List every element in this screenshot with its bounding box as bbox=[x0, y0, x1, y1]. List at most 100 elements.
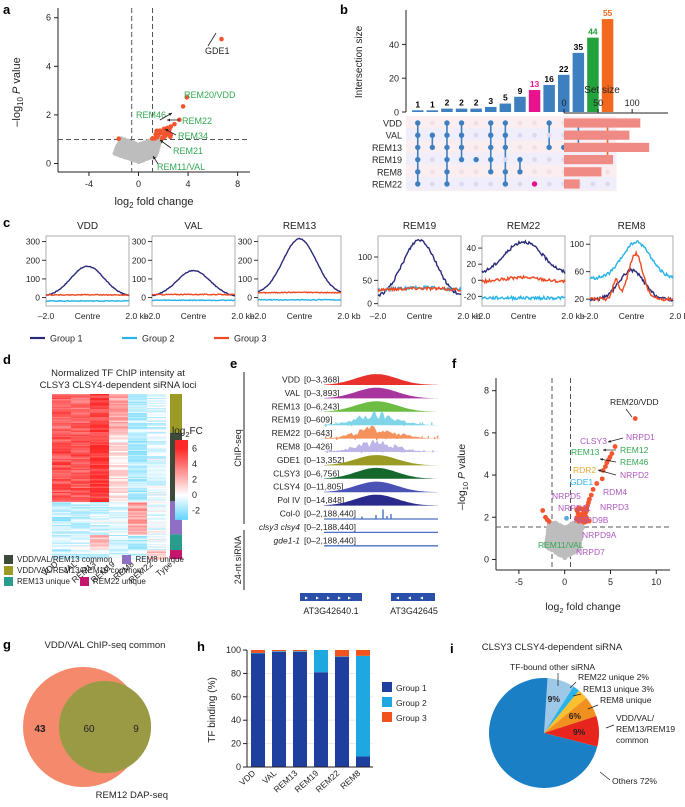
svg-text:0: 0 bbox=[367, 299, 372, 309]
panel-e-track-pol-iv: Pol IV [0–14,848] bbox=[277, 494, 438, 506]
svg-text:100: 100 bbox=[238, 274, 252, 284]
panel-e-track-name-6: GDE1 bbox=[277, 455, 300, 465]
svg-text:2: 2 bbox=[474, 98, 479, 108]
svg-text:6: 6 bbox=[484, 428, 489, 438]
svg-text:–2.0: –2.0 bbox=[250, 311, 267, 321]
svg-text:2: 2 bbox=[459, 98, 464, 108]
svg-text:Centre: Centre bbox=[619, 311, 645, 321]
panel-f-label-rem20vdd: REM20/VDD bbox=[610, 397, 659, 407]
svg-text:40: 40 bbox=[231, 715, 241, 725]
panel-i-slice-4 bbox=[544, 716, 600, 747]
panel-e-sirna-label: 24-nt siRNA bbox=[233, 536, 243, 585]
panel-b-ylabel: Intersection size bbox=[354, 25, 365, 98]
svg-text:6: 6 bbox=[46, 13, 51, 23]
panel-a-label-rem20vdd: REM20/VDD bbox=[184, 90, 236, 100]
panel-b-letter: b bbox=[340, 2, 348, 17]
svg-text:-5: -5 bbox=[515, 577, 523, 587]
panel-i-slice-1 bbox=[544, 686, 580, 733]
panel-g-venn: g VDD/VAL ChIP-seq common 43 60 9 REM12 … bbox=[0, 620, 195, 807]
panel-e-track-rem19: REM19 [0–609] bbox=[272, 411, 438, 427]
panel-g-venn-circles bbox=[23, 667, 151, 787]
svg-text:200: 200 bbox=[132, 255, 146, 265]
panel-g-venn-values: 43 60 9 bbox=[34, 724, 139, 735]
panel-f-label-rem12: REM12 bbox=[620, 445, 649, 455]
panel-i-slice-0 bbox=[544, 678, 574, 733]
panel-c-title-rem8: REM8 bbox=[618, 221, 646, 232]
svg-text:13: 13 bbox=[530, 79, 540, 89]
panel-c-subplot-vdd: VDD 0 100 200 300 –2.0 Centre 2.0 kb bbox=[26, 221, 149, 321]
legend-swatch-rem13-unique bbox=[4, 577, 13, 586]
panel-e-track-gde1-1: gde1-1 [0–2,188,440] bbox=[274, 535, 438, 547]
svg-text:0: 0 bbox=[562, 577, 567, 587]
panel-f-letter: f bbox=[452, 356, 457, 371]
panel-h-letter: h bbox=[197, 639, 205, 654]
panel-i-callout-others: Others 72% bbox=[612, 776, 657, 786]
panel-i-slice-5 bbox=[488, 678, 598, 789]
svg-text:▸: ▸ bbox=[316, 596, 319, 602]
panel-e-track-range-7: [0–6,756] bbox=[304, 468, 339, 478]
svg-text:–2.0: –2.0 bbox=[582, 311, 599, 321]
panel-d-legend-item-4: REM22 unique bbox=[79, 577, 146, 586]
panel-h-bars bbox=[251, 650, 370, 767]
panel-b-row-labels: VDD VAL REM13 REM19 REM8 REM22 bbox=[372, 119, 403, 190]
svg-text:▸: ▸ bbox=[327, 596, 330, 602]
svg-text:80: 80 bbox=[231, 668, 241, 678]
panel-e-track-name-3: REM19 bbox=[272, 415, 301, 425]
panel-f-label-rdm4: RDM4 bbox=[603, 487, 627, 497]
svg-text:0: 0 bbox=[35, 293, 40, 303]
panel-a-label-rem11val: REM11/VAL bbox=[157, 162, 205, 172]
panel-d-colorbar-tick-3: 0 bbox=[192, 490, 197, 500]
panel-h-gridlines bbox=[247, 673, 373, 744]
panel-e-track-name-5: REM8 bbox=[276, 442, 300, 452]
svg-text:▸: ▸ bbox=[305, 596, 308, 602]
svg-text:300: 300 bbox=[238, 237, 252, 247]
panel-e-track-col-0: Col-0 [0–2,188,440] bbox=[280, 509, 438, 520]
svg-text:0: 0 bbox=[247, 293, 252, 303]
panel-e-group-brackets: ChIP-seq 24-nt siRNA bbox=[233, 372, 245, 590]
panel-e-track-range-5: [0–426] bbox=[304, 442, 332, 452]
svg-text:20: 20 bbox=[467, 259, 477, 269]
panel-f-label-nrpd7: NRPD7 bbox=[576, 547, 605, 557]
svg-text:200: 200 bbox=[238, 255, 252, 265]
panel-b-row-rem8: REM8 bbox=[377, 167, 402, 177]
panel-c-legend: Group 1 Group 2 Group 3 bbox=[30, 334, 267, 344]
svg-text:4: 4 bbox=[186, 179, 191, 189]
svg-text:0: 0 bbox=[136, 179, 141, 189]
panel-c-subplot-val: VAL 0 100 200 300 –2.0 Centre 2.0 kb bbox=[132, 221, 255, 321]
svg-text:300: 300 bbox=[26, 237, 40, 247]
svg-text:5: 5 bbox=[608, 577, 613, 587]
svg-text:2: 2 bbox=[445, 98, 450, 108]
svg-text:60: 60 bbox=[575, 267, 585, 277]
svg-text:2.0 kb: 2.0 kb bbox=[457, 311, 480, 321]
panel-e-chipseq-label: ChIP-seq bbox=[233, 429, 243, 467]
panel-e-track-clsy4: CLSY4 [0–11,805] bbox=[273, 481, 438, 493]
panel-b-row-rem19: REM19 bbox=[372, 155, 402, 165]
panel-d-colorbar-tick-0: 6 bbox=[192, 443, 197, 453]
panel-b-row-vdd: VDD bbox=[383, 119, 403, 129]
panel-c-subplot-rem8: REM8 20 60 100 –2.0 Centre 2.0 kb bbox=[570, 221, 685, 321]
panel-h-barchart: h 0 20 40 60 80 100 VDD VAL REM13 REM19 REM22 REM8… bbox=[195, 620, 427, 807]
panel-f-significant-points bbox=[540, 416, 638, 525]
svg-text:100: 100 bbox=[26, 274, 40, 284]
panel-i-callouts: TF-bound other siRNA REM22 unique 2% REM… bbox=[510, 662, 675, 786]
panel-e-track-range-12: [0–2,188,440] bbox=[304, 535, 356, 545]
svg-text:–2.0: –2.0 bbox=[144, 311, 161, 321]
panel-i-callout-tfbound: TF-bound other siRNA bbox=[510, 662, 595, 672]
panel-h-yticks: 0 20 40 60 80 100 bbox=[226, 645, 247, 772]
svg-text:◂: ◂ bbox=[408, 596, 411, 602]
svg-text:16: 16 bbox=[544, 74, 554, 84]
panel-e-track-range-3: [0–609] bbox=[304, 415, 332, 425]
panel-f-label-nrpd1: NRPD1 bbox=[626, 432, 655, 442]
panel-e-track-name-8: CLSY4 bbox=[273, 482, 300, 492]
panel-e-track-vdd: VDD [0–3,368] bbox=[282, 374, 438, 385]
panel-d-legend-item-1: REM8 unique bbox=[122, 555, 184, 564]
panel-e-track-range-9: [0–14,848] bbox=[304, 495, 344, 505]
panel-g-title: VDD/VAL ChIP-seq common bbox=[45, 640, 166, 651]
panel-i-slice-3 bbox=[544, 697, 597, 733]
panel-d-colorbar: 6 4 2 0 -2 bbox=[175, 440, 200, 520]
panel-d-legend-item-0: VDD/VAL/REM13 common bbox=[4, 555, 112, 564]
svg-text:100: 100 bbox=[570, 239, 584, 249]
svg-text:55: 55 bbox=[603, 8, 613, 18]
